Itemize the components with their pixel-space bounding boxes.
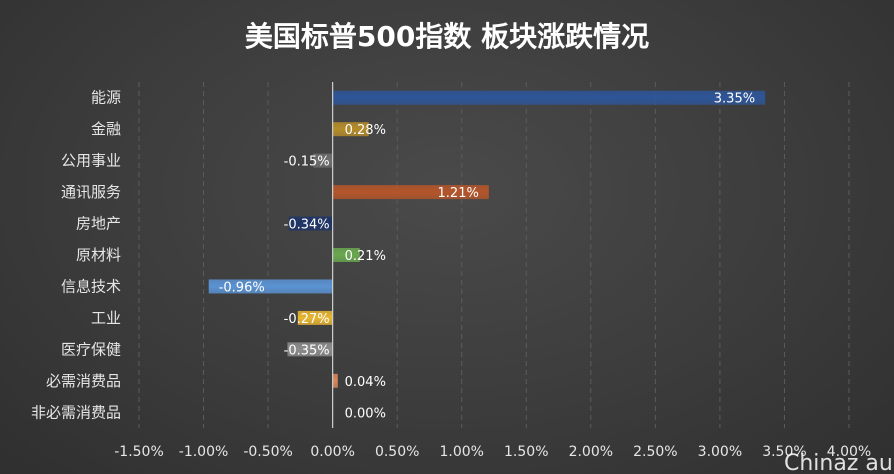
data-label: -0.15% [284, 155, 330, 170]
x-tick-label: -1.00% [179, 444, 229, 460]
x-tick-label: -1.50% [114, 444, 164, 460]
bar-信息技术 [208, 279, 333, 294]
bar-能源 [332, 90, 766, 105]
watermark: Chinaz au [784, 451, 893, 474]
x-tick-label: 3.50% [762, 444, 806, 460]
x-tick-label: 4.00% [827, 444, 871, 460]
gridlines [138, 82, 850, 428]
category-label: 通讯服务 [61, 183, 121, 201]
category-label: 医疗保健 [61, 340, 121, 358]
data-label: 3.35% [714, 92, 755, 107]
data-label: -0.27% [284, 312, 330, 327]
bar-房地产 [288, 216, 333, 231]
category-label: 工业 [91, 309, 121, 327]
x-tick-labels: -1.50% -1.00% -0.50% 0.00% 0.50% 1.00% 1.50% 2.… [114, 444, 871, 460]
bar-通讯服务 [332, 185, 489, 200]
bar-金融 [332, 122, 369, 137]
data-label: 0.00% [345, 406, 386, 421]
data-label: -0.34% [284, 218, 330, 233]
category-label: 公用事业 [61, 152, 121, 170]
data-label: 1.21% [438, 186, 479, 201]
data-label: 0.04% [345, 375, 386, 390]
data-label: 0.21% [345, 249, 386, 264]
data-label: -0.35% [284, 343, 330, 358]
x-tick-label: 0.50% [375, 444, 419, 460]
category-label: 非必需消费品 [31, 403, 121, 421]
x-tick-label: 1.00% [439, 444, 483, 460]
x-tick-label: 3.00% [698, 444, 742, 460]
x-tick-label: -0.50% [243, 444, 293, 460]
category-label: 能源 [91, 89, 121, 107]
category-label: 金融 [91, 120, 121, 138]
data-label: -0.96% [219, 280, 265, 295]
x-tick-label: 2.50% [633, 444, 677, 460]
x-tick-label: 2.00% [569, 444, 613, 460]
bar-医疗保健 [287, 342, 333, 357]
data-label: 0.28% [345, 123, 386, 138]
bar-必需消费品 [332, 373, 338, 388]
bars [208, 90, 766, 388]
x-tick-label: 0.00% [310, 444, 354, 460]
chart-title: 美国标普500指数 板块涨跌情况 [245, 20, 649, 53]
category-label: 信息技术 [61, 277, 121, 295]
bar-公用事业 [313, 153, 333, 168]
category-label: 必需消费品 [46, 372, 121, 390]
bar-工业 [297, 310, 333, 325]
bar-原材料 [332, 248, 360, 262]
category-label: 原材料 [76, 246, 121, 264]
data-labels: 3.35% 0.28% -0.15% 1.21% -0.34% 0.21% -0.96% -0… [219, 92, 755, 422]
x-tick-label: 1.50% [504, 444, 548, 460]
category-label: 房地产 [76, 215, 121, 233]
